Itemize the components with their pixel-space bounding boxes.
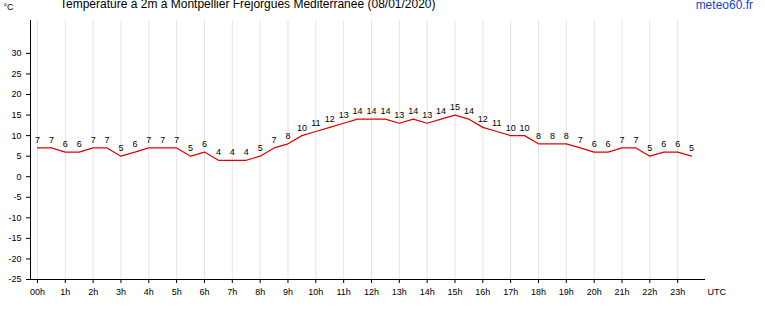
svg-text:23h: 23h [670,287,685,297]
svg-text:14: 14 [366,106,376,116]
svg-text:13: 13 [422,110,432,120]
svg-text:14: 14 [408,106,418,116]
svg-text:10: 10 [11,130,21,140]
svg-text:14h: 14h [420,287,435,297]
svg-text:14: 14 [464,106,474,116]
svg-text:8: 8 [550,131,555,141]
svg-text:14: 14 [380,106,390,116]
svg-text:7: 7 [146,135,151,145]
svg-text:8: 8 [285,131,290,141]
svg-text:7: 7 [105,135,110,145]
svg-text:15: 15 [11,110,21,120]
svg-text:6: 6 [202,139,207,149]
svg-text:11: 11 [311,118,320,128]
svg-text:5: 5 [689,143,694,153]
svg-text:4: 4 [216,147,221,157]
svg-text:30: 30 [11,48,21,58]
svg-text:20: 20 [11,89,21,99]
svg-text:-10: -10 [8,213,21,223]
svg-text:6: 6 [77,139,82,149]
svg-text:2h: 2h [88,287,98,297]
svg-text:12: 12 [325,114,335,124]
svg-text:14: 14 [353,106,363,116]
svg-text:7: 7 [160,135,165,145]
svg-text:13h: 13h [392,287,407,297]
svg-text:7: 7 [35,135,40,145]
svg-text:6: 6 [606,139,611,149]
svg-text:6: 6 [63,139,68,149]
svg-text:-20: -20 [8,254,21,264]
svg-text:00h: 00h [30,287,45,297]
svg-text:7: 7 [91,135,96,145]
svg-text:16h: 16h [475,287,490,297]
svg-text:4: 4 [244,147,249,157]
svg-text:13: 13 [339,110,349,120]
svg-text:17h: 17h [503,287,518,297]
svg-text:0: 0 [16,172,21,182]
svg-text:10: 10 [520,122,530,132]
svg-text:4: 4 [230,147,235,157]
svg-text:21h: 21h [614,287,629,297]
svg-text:9h: 9h [283,287,293,297]
svg-text:4h: 4h [144,287,154,297]
svg-text:6h: 6h [199,287,209,297]
svg-text:7h: 7h [227,287,237,297]
svg-text:5: 5 [118,143,123,153]
svg-text:12: 12 [478,114,488,124]
svg-text:25: 25 [11,69,21,79]
svg-text:11h: 11h [336,287,350,297]
svg-text:5: 5 [188,143,193,153]
svg-text:6: 6 [675,139,680,149]
svg-text:13: 13 [394,110,404,120]
svg-text:°C: °C [4,2,15,12]
svg-text:7: 7 [619,135,624,145]
svg-text:20h: 20h [587,287,602,297]
svg-text:6: 6 [132,139,137,149]
svg-text:14: 14 [436,106,446,116]
svg-text:8: 8 [564,131,569,141]
svg-text:5: 5 [647,143,652,153]
svg-text:5: 5 [16,151,21,161]
svg-text:18h: 18h [531,287,546,297]
svg-text:-15: -15 [8,233,21,243]
svg-text:19h: 19h [559,287,574,297]
svg-text:10: 10 [297,122,307,132]
svg-text:7: 7 [633,135,638,145]
svg-text:12h: 12h [364,287,379,297]
svg-text:7: 7 [272,135,277,145]
svg-text:5h: 5h [172,287,182,297]
svg-text:10h: 10h [308,287,323,297]
svg-text:UTC: UTC [708,287,727,297]
svg-text:6: 6 [592,139,597,149]
svg-text:8h: 8h [255,287,265,297]
svg-text:11: 11 [492,118,501,128]
svg-text:-5: -5 [13,192,21,202]
svg-text:6: 6 [661,139,666,149]
svg-text:10: 10 [506,122,516,132]
svg-text:-25: -25 [8,274,21,284]
svg-text:7: 7 [174,135,179,145]
svg-text:8: 8 [536,131,541,141]
svg-text:5: 5 [258,143,263,153]
svg-text:15h: 15h [447,287,462,297]
svg-text:1h: 1h [60,287,70,297]
svg-text:7: 7 [49,135,54,145]
svg-text:3h: 3h [116,287,126,297]
svg-text:7: 7 [578,135,583,145]
svg-text:22h: 22h [642,287,657,297]
svg-text:15: 15 [450,102,460,112]
